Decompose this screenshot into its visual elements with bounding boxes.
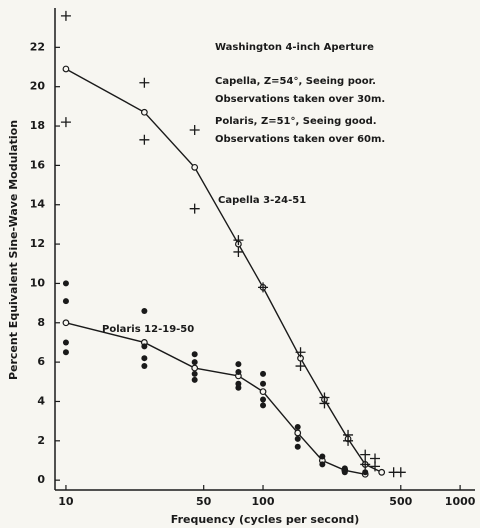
point — [191, 359, 198, 366]
y-tick-label: 16 — [30, 158, 46, 171]
y-tick-label: 14 — [30, 198, 46, 211]
point — [62, 319, 70, 327]
point — [191, 351, 198, 358]
x-tick-label: 10 — [58, 495, 74, 508]
annotation: Capella, Z=54°, Seeing poor. — [215, 76, 376, 87]
point — [141, 307, 148, 314]
x-tick-label: 1000 — [445, 495, 476, 508]
point — [260, 380, 267, 387]
y-tick-label: 20 — [30, 80, 46, 93]
x-axis-label: Frequency (cycles per second) — [171, 513, 359, 526]
series-line — [65, 68, 382, 473]
point — [191, 370, 198, 377]
annotation: Washington 4-inch Aperture — [215, 42, 374, 53]
y-tick-label: 22 — [30, 40, 45, 53]
point — [189, 203, 200, 214]
point — [191, 364, 199, 372]
point — [141, 363, 148, 370]
y-tick-label: 6 — [37, 355, 45, 368]
point — [191, 376, 198, 383]
point — [370, 461, 381, 472]
y-tick-label: 10 — [30, 276, 46, 289]
x-tick-label: 50 — [196, 495, 212, 508]
point — [60, 10, 71, 21]
y-tick-label: 4 — [37, 394, 45, 407]
point — [319, 461, 326, 468]
point — [360, 449, 371, 460]
point — [378, 468, 386, 476]
point — [341, 469, 348, 476]
point — [295, 347, 306, 358]
point — [139, 134, 150, 145]
y-axis-label: Percent Equivalent Sine-Wave Modulation — [7, 120, 20, 380]
point — [295, 361, 306, 372]
point — [139, 77, 150, 88]
point — [62, 339, 69, 346]
point — [319, 398, 330, 409]
point — [235, 368, 242, 375]
point — [233, 235, 244, 246]
y-tick-label: 2 — [37, 434, 45, 447]
x-tick-label: 100 — [252, 495, 275, 508]
annotation: Observations taken over 30m. — [215, 94, 385, 105]
point — [294, 435, 301, 442]
point — [362, 469, 369, 476]
point — [319, 453, 326, 460]
point — [235, 384, 242, 391]
x-tick-label: 500 — [389, 495, 412, 508]
point — [395, 467, 406, 478]
point — [260, 396, 267, 403]
annotation: Observations taken over 60m. — [215, 134, 385, 145]
point — [62, 298, 69, 305]
series-line — [65, 322, 366, 475]
annotation: Polaris, Z=51°, Seeing good. — [215, 116, 377, 127]
point — [141, 343, 148, 350]
point — [360, 459, 371, 470]
point — [189, 124, 200, 135]
point — [294, 443, 301, 450]
y-tick-label: 8 — [37, 316, 45, 329]
point — [62, 280, 69, 287]
point — [233, 246, 244, 257]
point — [62, 349, 69, 356]
point — [258, 282, 269, 293]
point — [141, 355, 148, 362]
point — [140, 108, 148, 116]
point — [235, 361, 242, 368]
point — [259, 388, 267, 396]
point — [294, 424, 301, 431]
y-tick-label: 12 — [30, 237, 45, 250]
point — [191, 163, 199, 171]
point — [260, 370, 267, 377]
point — [60, 117, 71, 128]
y-tick-label: 0 — [37, 473, 45, 486]
annotation: Capella 3-24-51 — [218, 195, 306, 206]
point — [294, 429, 302, 437]
y-tick-label: 18 — [30, 119, 45, 132]
annotation: Polaris 12-19-50 — [102, 324, 194, 335]
point — [260, 402, 267, 409]
point — [343, 435, 354, 446]
point — [62, 65, 70, 73]
